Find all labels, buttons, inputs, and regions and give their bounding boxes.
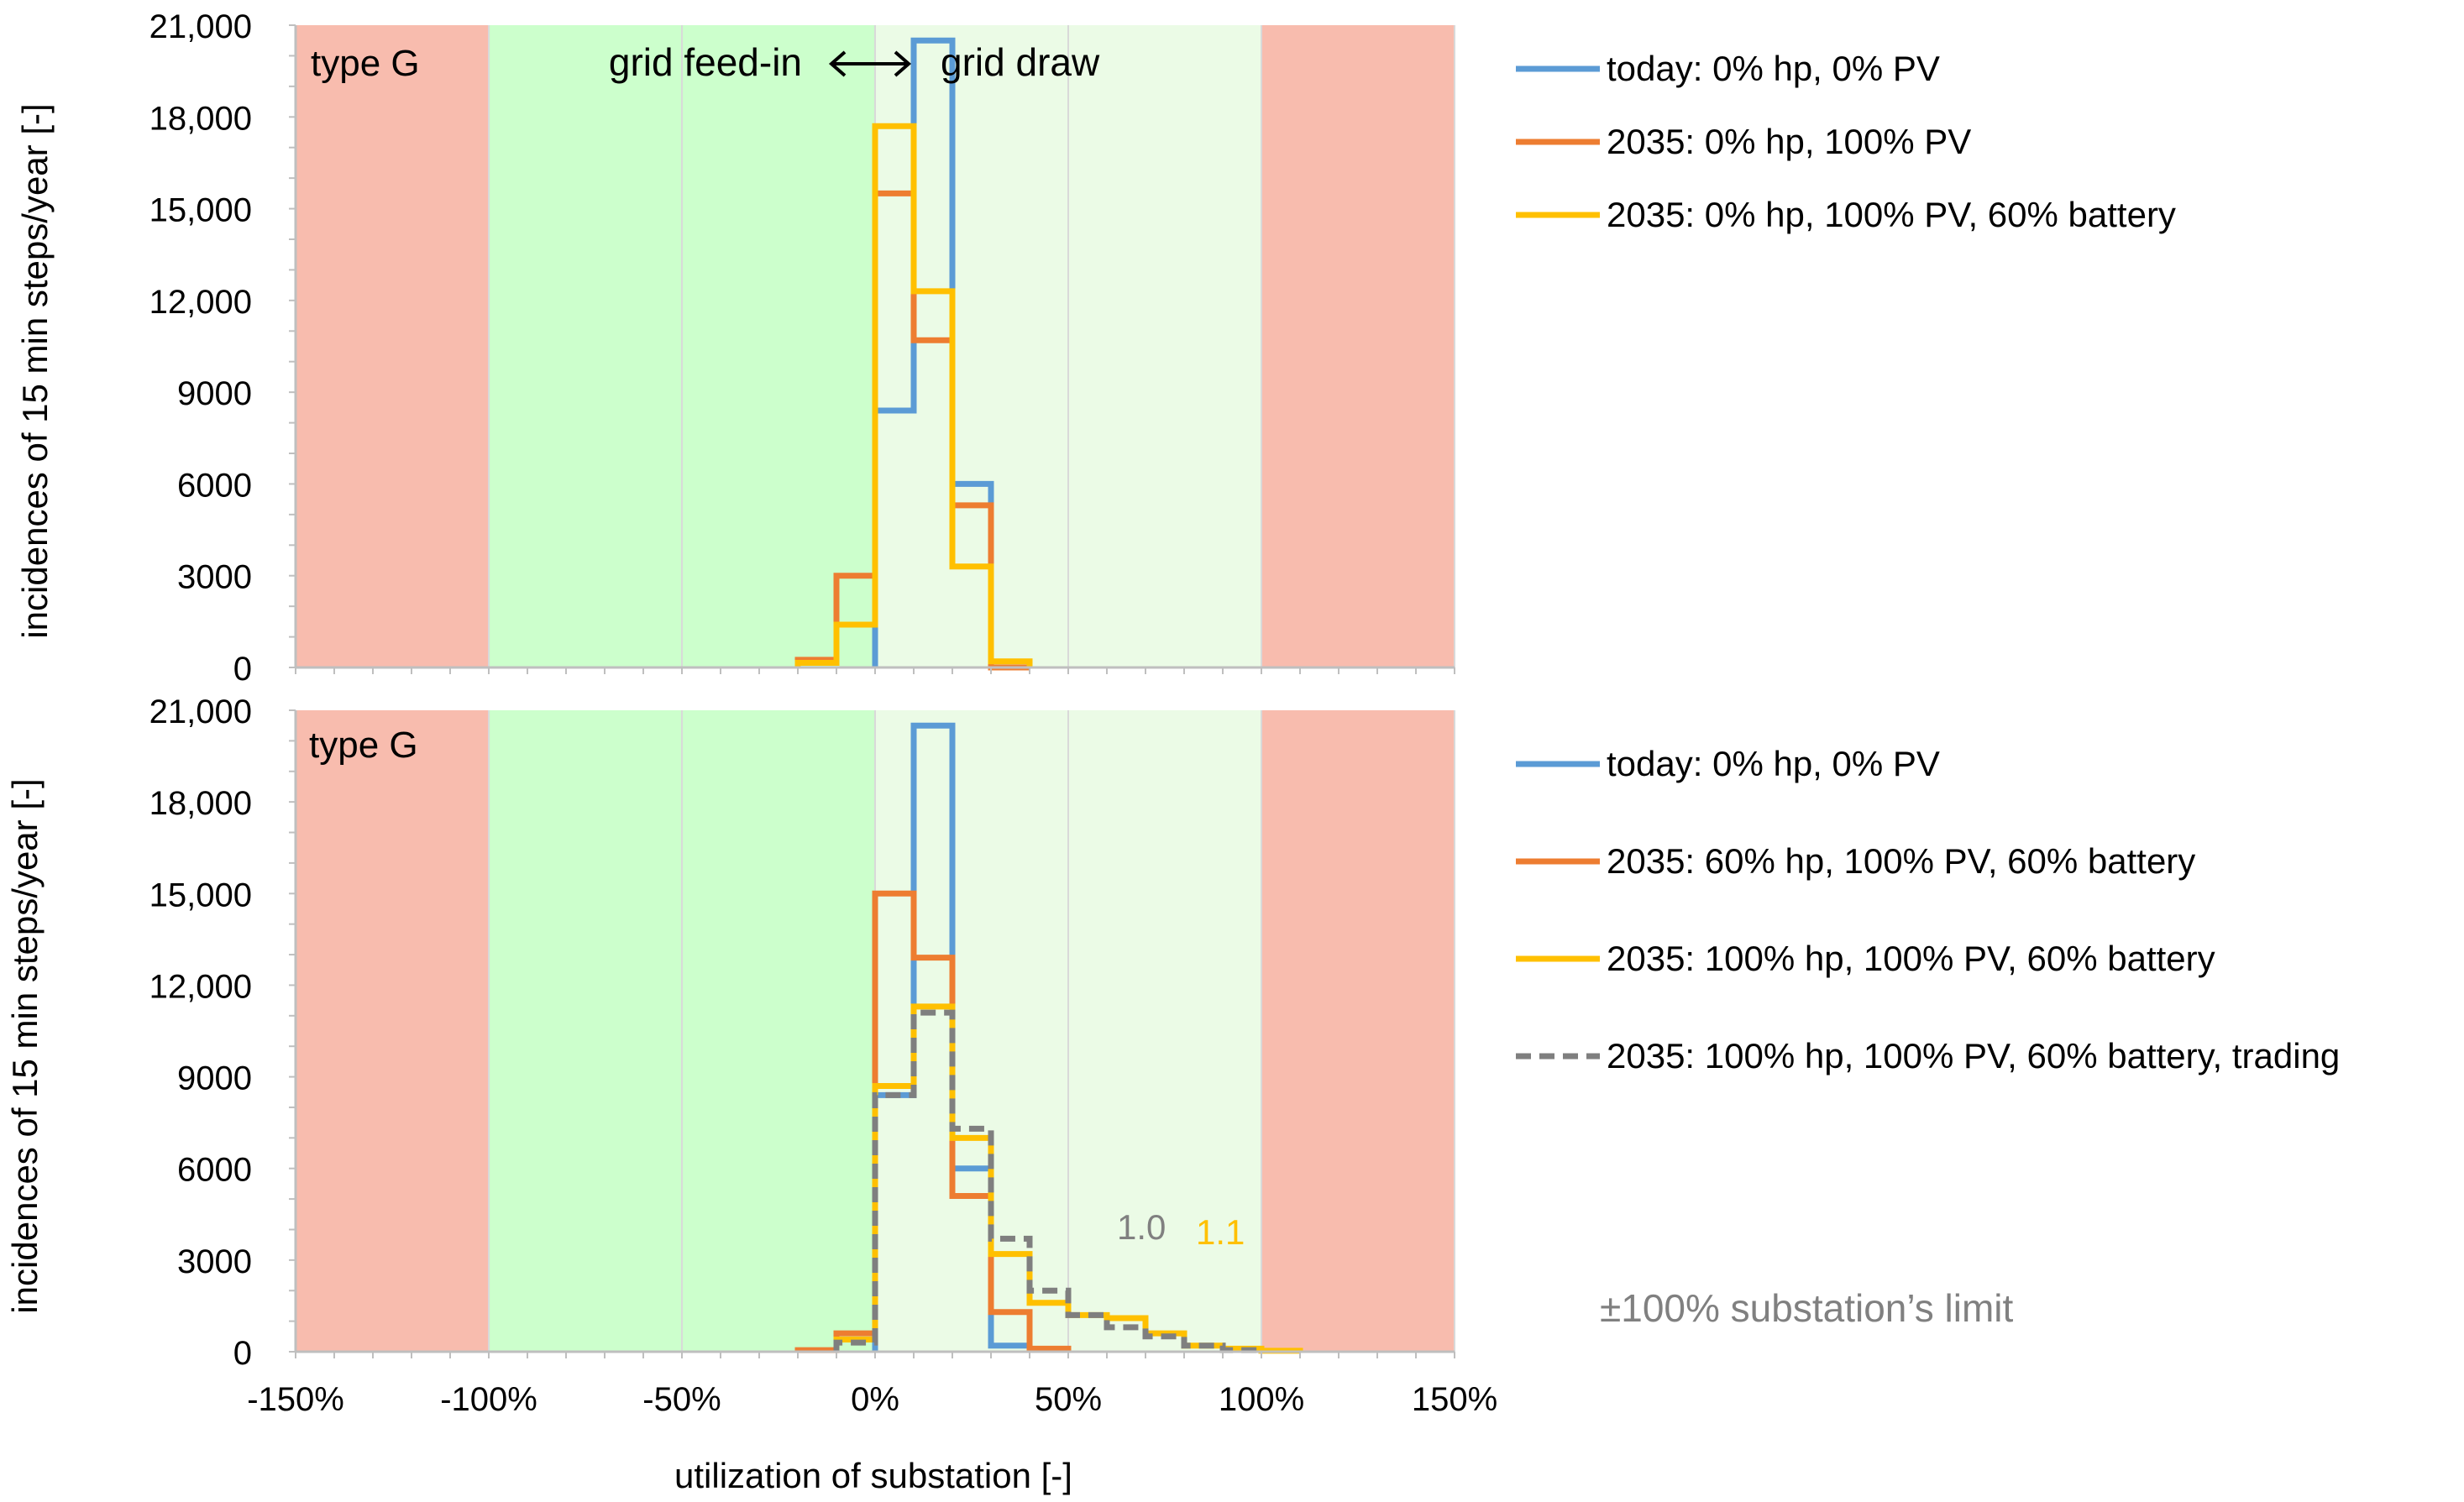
legend-entry: 2035: 60% hp, 100% PV, 60% battery [1607,841,2195,881]
zone-red-3 [1261,710,1455,1352]
y-tick-label: 15,000 [149,192,252,229]
x-ticks-bottom: -150% -100% -50% 0% 50% 100% 150% [247,1381,1497,1418]
y-tick-label: 6000 [177,1152,252,1189]
y-tick-label: 6000 [177,467,252,504]
series-gray-line [833,1009,1265,1353]
y-tick-label: 12,000 [149,968,252,1005]
chart-bottom: 0 3000 6000 9000 12,000 15,000 18,000 21,000 -1… [5,693,2340,1495]
x-tick-label: -100% [440,1381,537,1418]
legend-bottom: today: 0% hp, 0% PV 2035: 60% hp, 100% PV… [1516,744,2340,1075]
y-tick-label: 0 [233,651,252,688]
y-tick-label: 9000 [177,1060,252,1097]
legend-entry: 2035: 0% hp, 100% PV, 60% battery [1607,195,2176,234]
x-tick-label: 100% [1219,1381,1304,1418]
annotation-gray: 1.0 [1117,1207,1166,1247]
zone-red-0 [296,25,489,667]
y-tick-label: 12,000 [149,284,252,321]
series-top [794,37,1033,671]
limit-note: ±100% substation’s limit [1600,1286,2014,1330]
grid-feed-in-label: grid feed-in [609,40,802,84]
y-tick-label: 18,000 [149,100,252,137]
legend-top: today: 0% hp, 0% PV 2035: 0% hp, 100% PV 2… [1516,49,2176,234]
panel-label-top: type G [311,43,420,84]
zone-red-3 [1261,25,1455,667]
legend-entry: 2035: 100% hp, 100% PV, 60% battery, tra… [1607,1036,2340,1075]
direction-arrow-icon [828,50,912,77]
x-tick-label: -50% [642,1381,721,1418]
series-yellow-line [794,123,1033,667]
series-bottom [794,722,1303,1354]
axes-top [289,24,1455,674]
y-tick-label: 21,000 [149,8,252,45]
panel-label-bottom: type G [309,725,418,766]
x-tick-label: -150% [247,1381,344,1418]
legend-entry: today: 0% hp, 0% PV [1607,49,1940,88]
y-tick-label: 15,000 [149,877,252,913]
y-tick-label: 0 [233,1335,252,1372]
y-axis-label-bottom: incidences of 15 min steps/year [-] [5,778,45,1313]
y-tick-label: 3000 [177,559,252,596]
y-tick-label: 21,000 [149,693,252,730]
x-tick-label: 0% [851,1381,899,1418]
annotation-yellow: 1.1 [1196,1212,1245,1252]
y-axis-label-top: incidences of 15 min steps/year [-] [15,103,55,638]
legend-entry: 2035: 0% hp, 100% PV [1607,122,1971,161]
legend-entry: 2035: 100% hp, 100% PV, 60% battery [1607,939,2215,978]
grid-draw-label: grid draw [941,40,1100,84]
y-tick-label: 18,000 [149,785,252,822]
zone-red-0 [296,710,489,1352]
y-ticks-top: 0 3000 6000 9000 12,000 15,000 18,000 21,000 [149,8,252,688]
chart-top: 0 3000 6000 9000 12,000 15,000 18,000 21,000 ty… [15,8,2176,688]
y-tick-label: 3000 [177,1243,252,1280]
legend-entry: today: 0% hp, 0% PV [1607,744,1940,783]
y-tick-label: 9000 [177,375,252,412]
y-ticks-bottom: 0 3000 6000 9000 12,000 15,000 18,000 21,000 [149,693,252,1372]
axes-bottom [289,709,1455,1358]
x-tick-label: 50% [1035,1381,1102,1418]
x-axis-label: utilization of substation [-] [674,1456,1072,1495]
x-tick-label: 150% [1412,1381,1497,1418]
